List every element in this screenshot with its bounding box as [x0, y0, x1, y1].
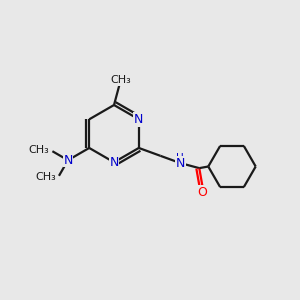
- Text: N: N: [176, 157, 185, 169]
- Text: CH₃: CH₃: [110, 75, 131, 85]
- Text: H: H: [176, 153, 184, 163]
- Text: CH₃: CH₃: [28, 145, 49, 154]
- Text: O: O: [198, 186, 208, 199]
- Text: N: N: [109, 156, 119, 169]
- Text: CH₃: CH₃: [35, 172, 56, 182]
- Text: N: N: [134, 113, 143, 126]
- Text: N: N: [63, 154, 73, 167]
